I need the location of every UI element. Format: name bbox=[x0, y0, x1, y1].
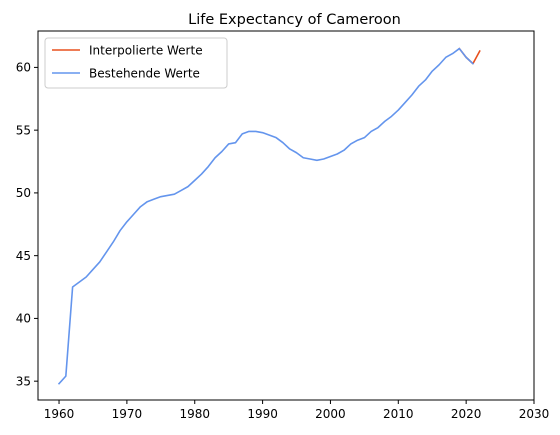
plot-frame bbox=[37, 30, 535, 401]
x-tick-label: 1970 bbox=[112, 407, 143, 421]
x-axis: 1960 1970 1980 1990 2000 2010 2020 2030 bbox=[44, 400, 550, 421]
x-tick-label: 1980 bbox=[179, 407, 210, 421]
x-tick-label: 2020 bbox=[451, 407, 482, 421]
x-tick-label: 2010 bbox=[383, 407, 414, 421]
y-tick-label: 45 bbox=[16, 249, 31, 263]
series-layer bbox=[57, 47, 481, 385]
legend: Interpolierte Werte Bestehende Werte bbox=[44, 37, 228, 89]
y-tick-label: 40 bbox=[16, 312, 31, 326]
series-line-1 bbox=[57, 47, 475, 385]
y-tick-label: 55 bbox=[16, 123, 31, 137]
y-axis: 35 40 45 50 55 60 bbox=[16, 61, 38, 388]
x-tick-label: 1990 bbox=[247, 407, 278, 421]
y-tick-label: 35 bbox=[16, 374, 31, 388]
y-tick-label: 50 bbox=[16, 186, 31, 200]
legend-box bbox=[44, 37, 228, 89]
x-tick-label: 2000 bbox=[315, 407, 346, 421]
legend-label-existing: Bestehende Werte bbox=[89, 67, 200, 81]
x-tick-label: 1960 bbox=[44, 407, 75, 421]
y-tick-label: 60 bbox=[16, 61, 31, 75]
chart-title: Life Expectancy of Cameroon bbox=[188, 12, 401, 28]
legend-label-interpolated: Interpolierte Werte bbox=[89, 44, 203, 58]
x-tick-label: 2030 bbox=[519, 407, 550, 421]
